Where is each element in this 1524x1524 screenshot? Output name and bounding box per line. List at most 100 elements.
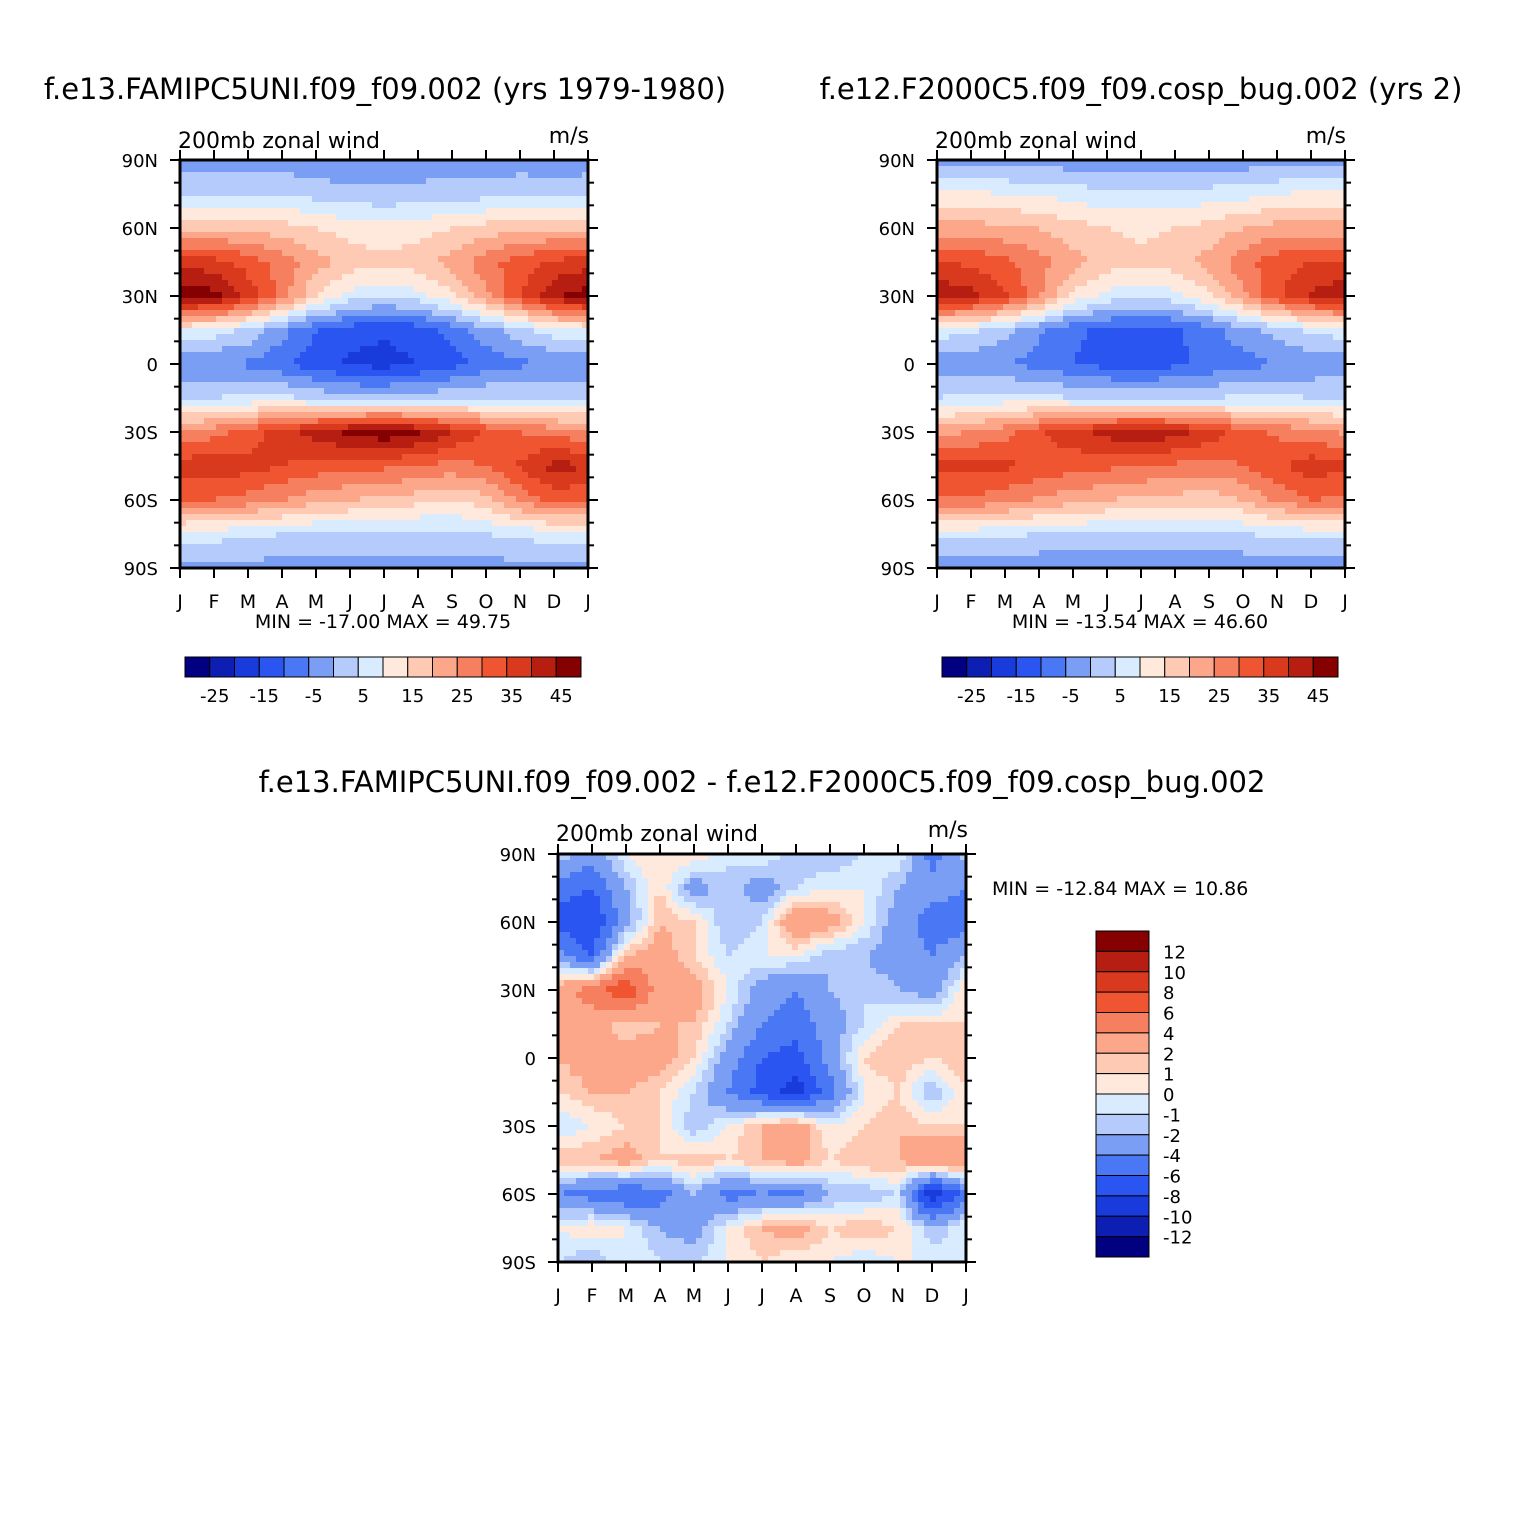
field-cell	[306, 280, 313, 287]
field-cell	[1237, 172, 1244, 179]
field-cell	[540, 196, 547, 203]
field-cell	[378, 256, 385, 263]
field-cell	[282, 520, 289, 527]
field-cell	[234, 274, 241, 281]
field-cell	[306, 496, 313, 503]
field-cell	[576, 268, 583, 275]
field-cell	[492, 328, 499, 335]
field-cell	[180, 520, 187, 527]
field-cell	[204, 514, 211, 521]
field-cell	[420, 460, 427, 467]
field-cell	[468, 556, 475, 563]
field-cell	[240, 286, 247, 293]
field-cell	[1333, 166, 1340, 173]
field-cell	[372, 550, 379, 557]
field-cell	[552, 460, 559, 467]
field-cell	[348, 550, 355, 557]
field-cell	[558, 244, 565, 251]
field-cell	[480, 382, 487, 389]
field-cell	[474, 520, 481, 527]
field-cell	[384, 562, 391, 569]
field-cell	[240, 232, 247, 239]
field-cell	[1165, 166, 1172, 173]
field-cell	[480, 184, 487, 191]
field-cell	[570, 244, 577, 251]
field-cell	[354, 286, 361, 293]
field-cell	[372, 466, 379, 473]
field-cell	[396, 238, 403, 245]
field-cell	[330, 292, 337, 299]
field-cell	[480, 508, 487, 515]
field-cell	[336, 268, 343, 275]
field-cell	[324, 178, 331, 185]
field-cell	[180, 550, 187, 557]
field-cell	[384, 442, 391, 449]
field-cell	[558, 256, 565, 263]
field-cell	[582, 532, 589, 539]
field-cell	[210, 382, 217, 389]
field-cell	[558, 460, 565, 467]
field-cell	[228, 424, 235, 431]
field-cell	[336, 508, 343, 515]
field-cell	[444, 502, 451, 509]
field-cell	[252, 304, 259, 311]
field-cell	[528, 172, 535, 179]
field-cell	[582, 472, 589, 479]
field-cell	[204, 166, 211, 173]
field-cell	[354, 322, 361, 329]
colorbar-label: -15	[250, 686, 279, 707]
field-cell	[192, 478, 199, 485]
field-cell	[282, 244, 289, 251]
field-cell	[372, 262, 379, 269]
field-cell	[522, 292, 529, 299]
field-cell	[204, 544, 211, 551]
field-cell	[198, 292, 205, 299]
field-cell	[973, 172, 980, 179]
field-cell	[534, 496, 541, 503]
field-cell	[426, 244, 433, 251]
field-cell	[348, 382, 355, 389]
field-cell	[276, 538, 283, 545]
field-cell	[390, 388, 397, 395]
field-cell	[324, 190, 331, 197]
field-cell	[300, 418, 307, 425]
field-cell	[1039, 178, 1046, 185]
field-cell	[276, 250, 283, 257]
field-cell	[312, 364, 319, 371]
field-cell	[246, 544, 253, 551]
field-cell	[492, 352, 499, 359]
field-cell	[312, 346, 319, 353]
field-cell	[390, 484, 397, 491]
field-cell	[1207, 178, 1214, 185]
field-cell	[462, 160, 469, 167]
field-cell	[498, 172, 505, 179]
field-cell	[372, 478, 379, 485]
field-cell	[1177, 166, 1184, 173]
field-cell	[222, 298, 229, 305]
field-cell	[582, 184, 589, 191]
field-cell	[318, 262, 325, 269]
field-cell	[558, 526, 565, 533]
field-cell	[564, 262, 571, 269]
field-cell	[360, 190, 367, 197]
field-cell	[336, 370, 343, 377]
field-cell	[312, 172, 319, 179]
field-cell	[378, 466, 385, 473]
field-cell	[180, 490, 187, 497]
field-cell	[516, 364, 523, 371]
field-cell	[282, 532, 289, 539]
field-cell	[498, 268, 505, 275]
field-cell	[360, 502, 367, 509]
field-cell	[456, 172, 463, 179]
field-cell	[300, 388, 307, 395]
field-cell	[480, 514, 487, 521]
field-cell	[570, 448, 577, 455]
field-cell	[462, 238, 469, 245]
field-cell	[582, 316, 589, 323]
field-cell	[252, 364, 259, 371]
field-cell	[300, 286, 307, 293]
field-cell	[318, 274, 325, 281]
field-cell	[252, 208, 259, 215]
field-cell	[276, 544, 283, 551]
field-cell	[318, 394, 325, 401]
